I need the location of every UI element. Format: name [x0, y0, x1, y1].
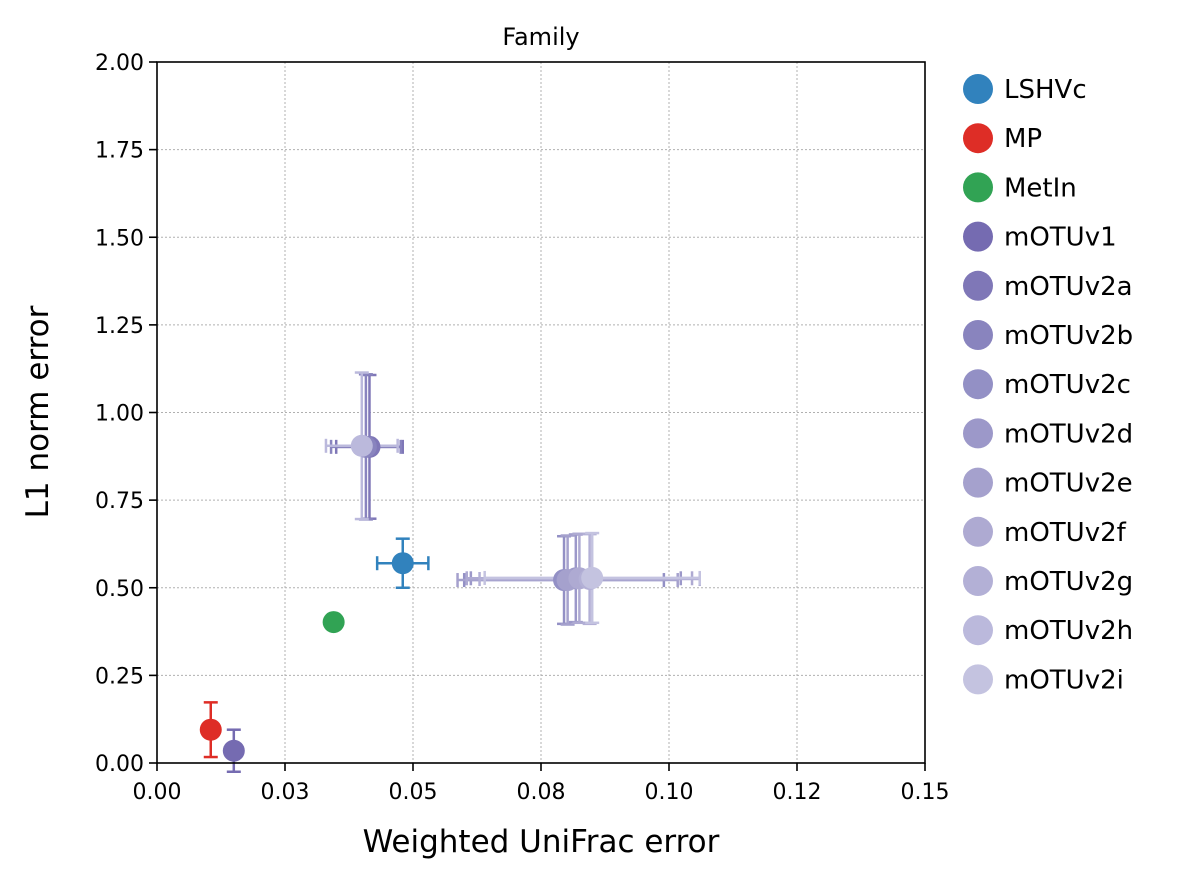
legend-label: MP — [1004, 124, 1042, 154]
error-bars — [203, 371, 701, 774]
legend-item: mOTUv2h — [963, 615, 1133, 646]
data-point — [322, 611, 345, 634]
legend: LSHVc MP MetIn mOTUv1 mOTUv2a mOTUv2b mOTUv2c m… — [963, 74, 1133, 695]
x-tick-label: 0.12 — [773, 780, 822, 805]
legend-item: mOTUv2a — [963, 270, 1133, 302]
y-tick-label: 0.75 — [95, 489, 144, 514]
y-tick-label: 0.25 — [95, 664, 144, 689]
y-tick-label: 1.75 — [95, 139, 144, 164]
legend-marker — [963, 320, 993, 350]
legend-marker — [963, 615, 993, 646]
legend-item: mOTUv2i — [963, 664, 1124, 695]
legend-label: MetIn — [1004, 173, 1077, 203]
legend-marker — [963, 664, 993, 695]
legend-marker — [963, 270, 993, 301]
y-tick-label: 1.00 — [95, 402, 144, 427]
y-axis-label: L1 norm error — [20, 305, 56, 518]
legend-item: mOTUv2g — [963, 566, 1133, 597]
x-tick-label: 0.00 — [133, 780, 182, 805]
y-tick-label: 1.25 — [95, 314, 144, 339]
legend-label: mOTUv2f — [1004, 518, 1127, 548]
legend-label: mOTUv2c — [1004, 370, 1131, 400]
data-point — [222, 739, 245, 762]
legend-marker — [963, 418, 993, 449]
legend-item: mOTUv2e — [963, 467, 1133, 499]
chart-title: Family — [502, 23, 579, 51]
data-point — [350, 434, 373, 457]
legend-item: mOTUv2f — [963, 516, 1127, 548]
data-point — [391, 552, 414, 575]
legend-label: mOTUv2d — [1004, 419, 1133, 449]
legend-item: mOTUv1 — [963, 221, 1117, 253]
x-tick-label: 0.10 — [645, 780, 694, 805]
legend-marker — [963, 74, 993, 104]
legend-marker — [963, 172, 993, 203]
legend-label: mOTUv2h — [1004, 616, 1133, 646]
x-axis-label: Weighted UniFrac error — [363, 824, 720, 860]
legend-label: mOTUv2b — [1004, 321, 1133, 351]
legend-label: mOTUv1 — [1004, 223, 1117, 253]
legend-label: LSHVc — [1004, 75, 1087, 105]
legend-marker — [963, 566, 993, 596]
grid — [157, 62, 925, 763]
legend-marker — [963, 221, 993, 252]
y-tick-label: 2.00 — [95, 51, 144, 76]
legend-marker — [963, 516, 993, 547]
legend-label: mOTUv2a — [1004, 272, 1133, 302]
legend-item: LSHVc — [963, 74, 1087, 105]
y-axis-ticks: 0.00 0.25 0.50 0.75 1.00 1.25 1.50 1.75 2.00 — [95, 51, 157, 777]
x-tick-label: 0.03 — [261, 780, 310, 805]
legend-label: mOTUv2e — [1004, 469, 1133, 499]
data-point — [199, 718, 222, 741]
legend-item: mOTUv2c — [963, 369, 1131, 400]
x-tick-label: 0.15 — [901, 780, 950, 805]
legend-label: mOTUv2i — [1004, 665, 1124, 695]
x-axis-ticks: 0.00 0.03 0.05 0.08 0.10 0.12 0.15 — [133, 763, 950, 805]
y-tick-label: 0.50 — [95, 577, 144, 602]
legend-marker — [963, 467, 993, 498]
data-points — [199, 434, 604, 762]
x-tick-label: 0.05 — [389, 780, 438, 805]
legend-marker — [963, 123, 993, 154]
legend-marker — [963, 369, 993, 400]
legend-item: mOTUv2d — [963, 418, 1133, 449]
x-tick-label: 0.08 — [517, 780, 566, 805]
legend-item: MetIn — [963, 172, 1077, 203]
legend-item: mOTUv2b — [963, 320, 1133, 351]
legend-label: mOTUv2g — [1004, 567, 1133, 597]
y-tick-label: 0.00 — [95, 752, 144, 777]
legend-item: MP — [963, 123, 1042, 154]
y-tick-label: 1.50 — [95, 226, 144, 251]
data-point — [581, 566, 604, 589]
